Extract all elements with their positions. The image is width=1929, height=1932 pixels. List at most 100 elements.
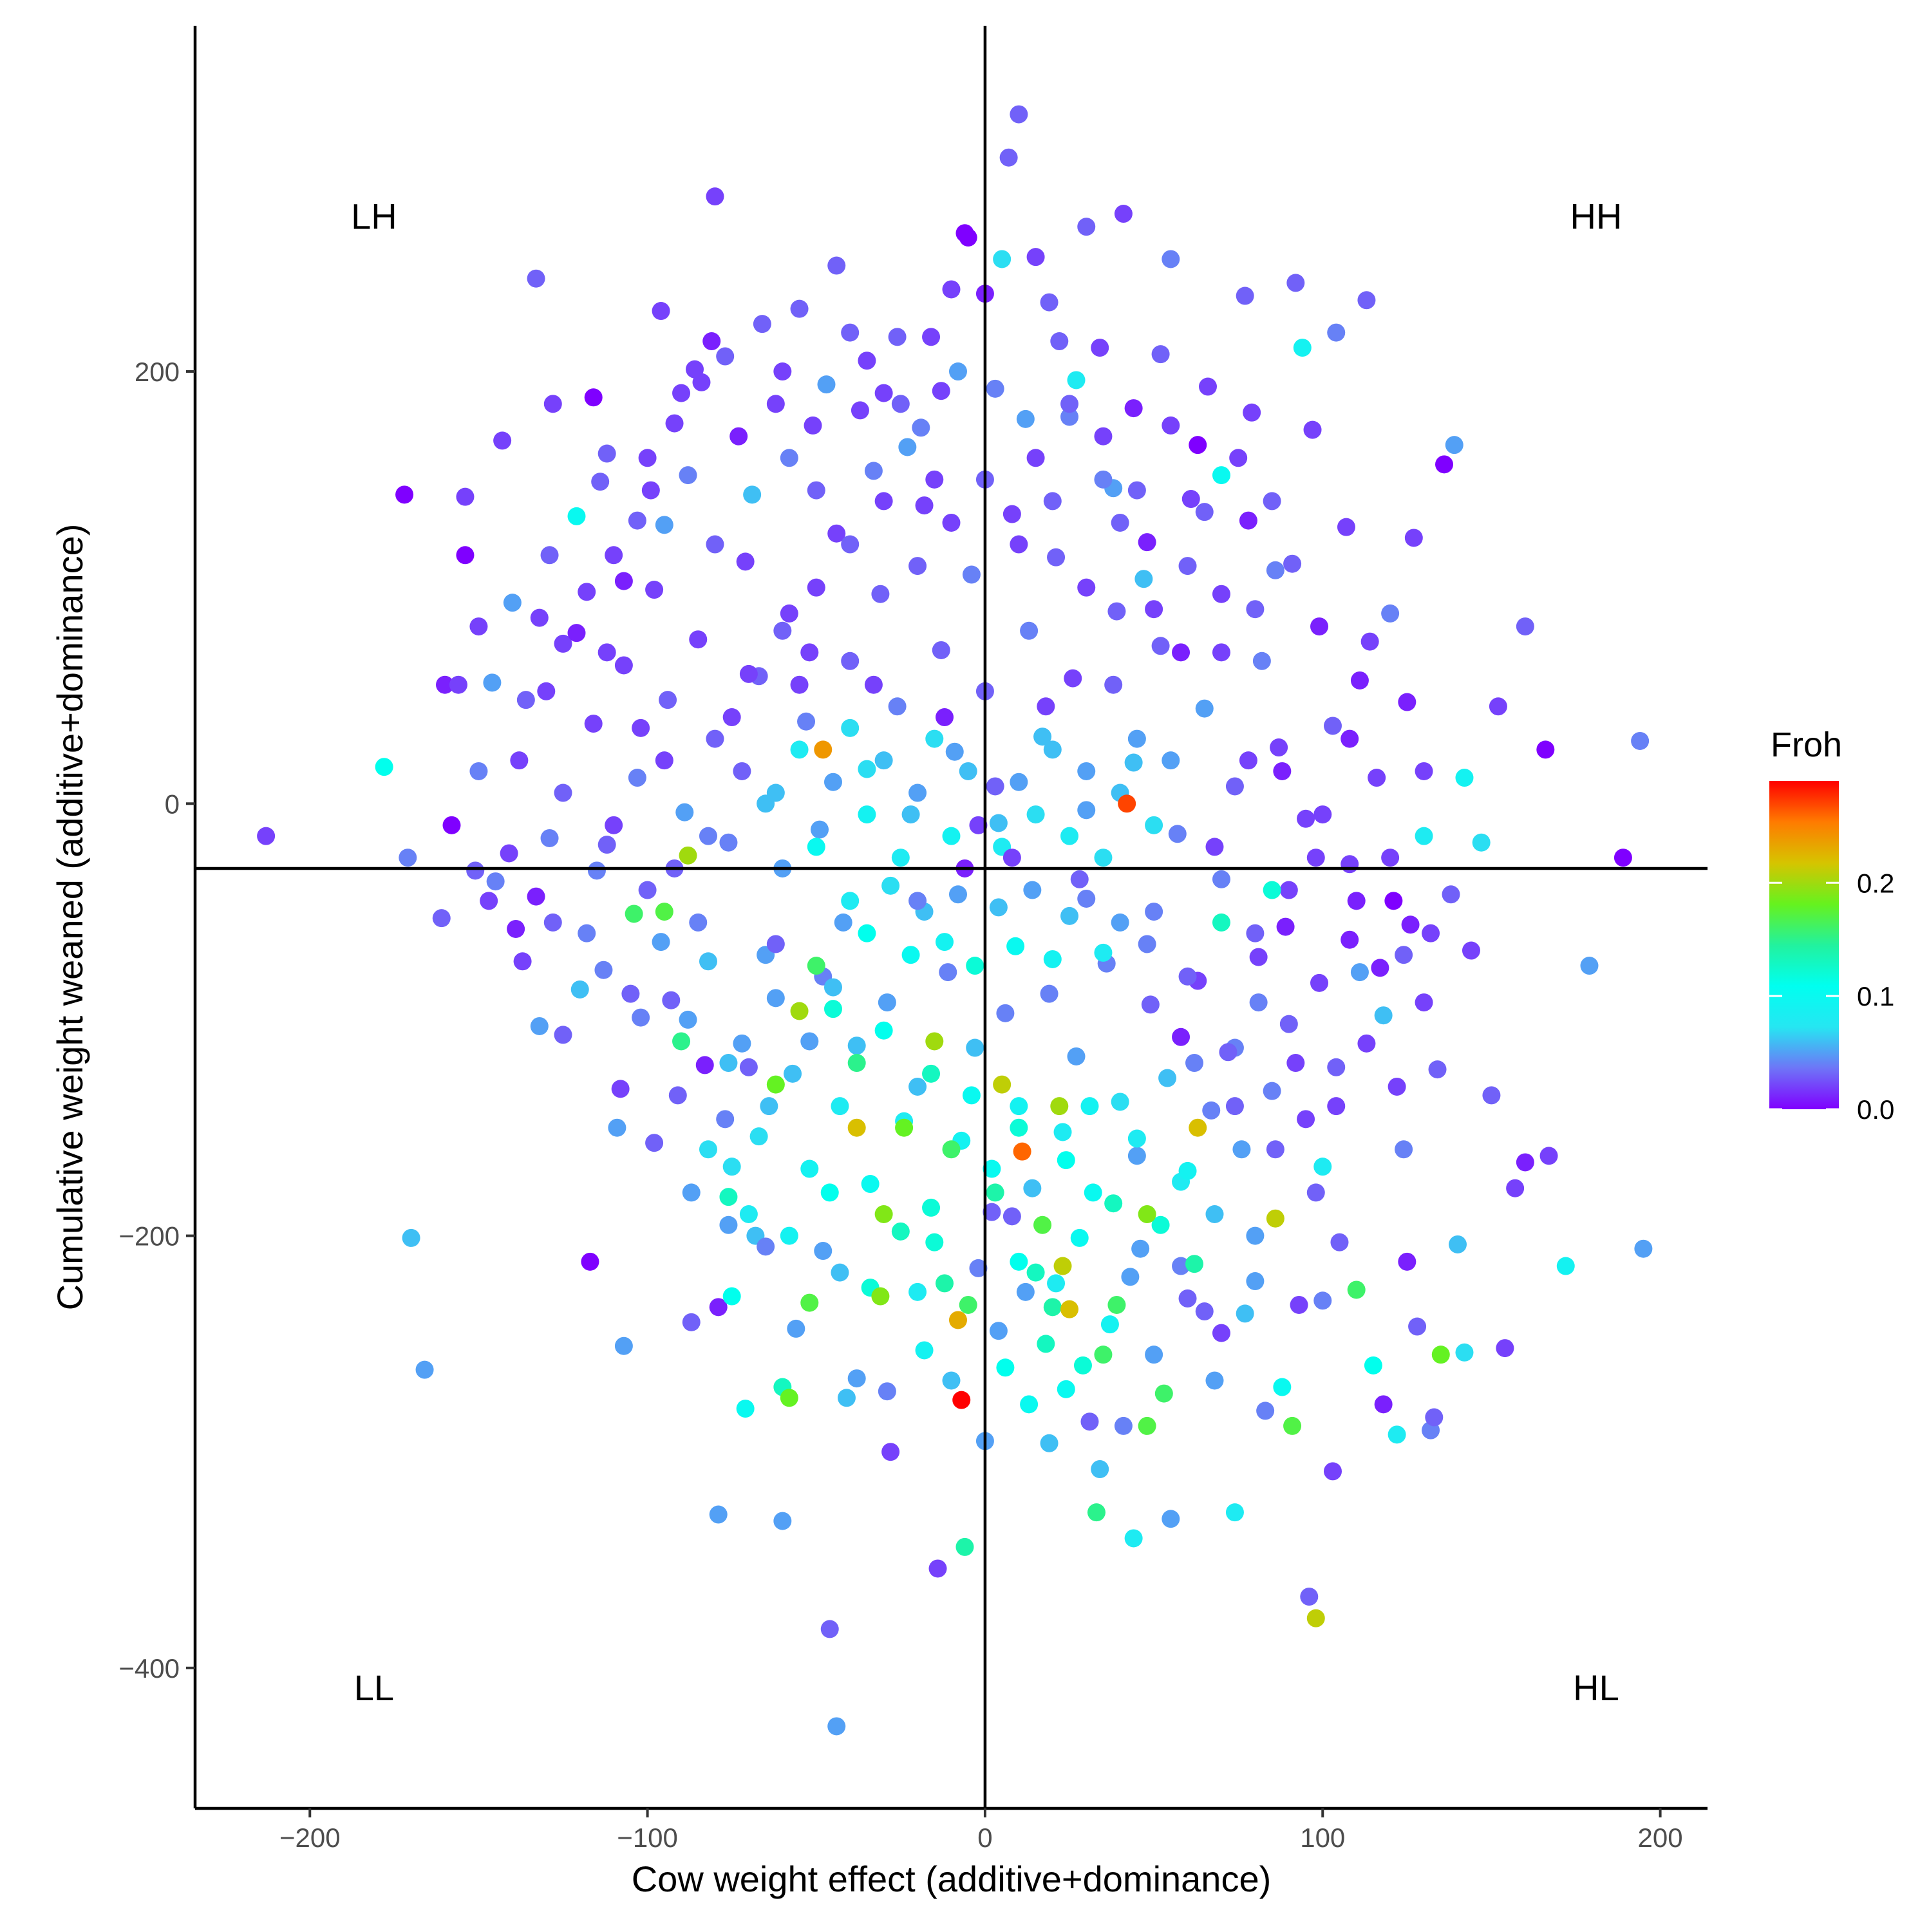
data-point <box>743 485 762 504</box>
data-point <box>1388 1425 1406 1444</box>
data-point <box>797 712 816 731</box>
data-point <box>1033 1215 1052 1234</box>
data-point <box>1212 913 1230 932</box>
quadrant-label-ll: LL <box>354 1667 394 1708</box>
data-point <box>1198 377 1217 396</box>
data-point <box>1124 1529 1143 1548</box>
data-point <box>257 827 276 845</box>
data-point <box>1127 1147 1146 1165</box>
data-point <box>1002 849 1021 867</box>
data-point <box>1172 1257 1190 1275</box>
data-point <box>1202 1101 1221 1120</box>
data-point <box>841 718 860 737</box>
data-point <box>493 431 512 450</box>
data-point <box>578 583 596 601</box>
data-point <box>1016 1282 1035 1301</box>
data-point <box>1395 1140 1413 1159</box>
data-point <box>820 1620 839 1638</box>
data-point <box>817 375 836 394</box>
data-point <box>989 814 1008 832</box>
data-point <box>1067 371 1086 389</box>
data-point <box>766 989 785 1008</box>
data-point <box>847 1369 866 1388</box>
data-point <box>543 913 562 932</box>
data-point <box>1010 535 1028 554</box>
data-point <box>955 1537 974 1556</box>
data-point <box>874 1205 893 1223</box>
data-point <box>1212 585 1230 603</box>
data-point <box>1138 1205 1156 1223</box>
data-point <box>922 328 941 346</box>
data-point <box>932 382 950 400</box>
data-point <box>1043 740 1062 759</box>
data-point <box>1297 1110 1315 1129</box>
data-point <box>1283 1416 1302 1435</box>
data-point <box>766 395 785 413</box>
data-point <box>1448 1235 1467 1253</box>
data-point <box>598 643 616 662</box>
data-point <box>1368 769 1386 787</box>
data-point <box>901 805 920 824</box>
data-point <box>598 444 616 463</box>
data-point <box>645 581 664 599</box>
data-point <box>1010 105 1028 124</box>
data-point <box>1050 332 1069 351</box>
data-point <box>1219 1043 1237 1062</box>
data-point <box>699 1140 717 1159</box>
data-point <box>706 187 724 206</box>
data-point <box>1286 1054 1305 1073</box>
data-point <box>787 1319 805 1338</box>
data-point <box>948 885 967 904</box>
data-point <box>1330 1233 1349 1252</box>
data-point <box>1455 1343 1474 1362</box>
data-point <box>432 909 451 928</box>
data-point <box>1178 1161 1197 1180</box>
data-point <box>780 1226 798 1245</box>
data-point <box>790 299 809 318</box>
quadrant-label-hl: HL <box>1573 1667 1619 1708</box>
data-point <box>1020 621 1039 640</box>
data-point <box>1127 481 1146 500</box>
data-point <box>1303 420 1322 439</box>
data-point <box>1002 1207 1021 1226</box>
data-point <box>692 373 711 391</box>
data-point <box>1020 1395 1039 1414</box>
data-point <box>675 803 694 821</box>
data-point <box>1124 399 1143 418</box>
data-point <box>1107 1295 1126 1314</box>
data-point <box>1276 917 1295 936</box>
data-point <box>1060 1300 1079 1318</box>
data-point <box>1070 1228 1089 1247</box>
data-point <box>804 416 822 435</box>
data-point <box>605 816 623 834</box>
data-point <box>1104 1194 1123 1213</box>
data-point <box>1482 1086 1501 1105</box>
data-point <box>702 332 721 351</box>
data-point <box>858 352 876 370</box>
data-point <box>1010 1118 1028 1137</box>
data-point <box>908 1077 927 1096</box>
data-point <box>1323 717 1342 735</box>
data-point <box>1077 889 1096 908</box>
data-point <box>1053 1123 1072 1141</box>
data-point <box>415 1360 434 1379</box>
data-point <box>827 1717 846 1736</box>
data-point <box>1425 1408 1444 1427</box>
data-point <box>483 673 502 692</box>
data-point <box>936 933 954 952</box>
data-point <box>922 1198 941 1217</box>
data-point <box>1168 825 1187 843</box>
data-point <box>1016 409 1035 428</box>
data-point <box>1094 427 1113 445</box>
data-point <box>760 1097 778 1116</box>
data-point <box>1060 395 1079 413</box>
data-point <box>1162 1510 1180 1528</box>
data-point <box>722 708 741 727</box>
data-point <box>543 395 562 413</box>
data-point <box>925 470 944 489</box>
data-point <box>1374 1006 1393 1025</box>
data-point <box>442 816 461 834</box>
data-point <box>584 715 603 733</box>
data-point <box>516 691 535 709</box>
data-point <box>989 898 1008 917</box>
